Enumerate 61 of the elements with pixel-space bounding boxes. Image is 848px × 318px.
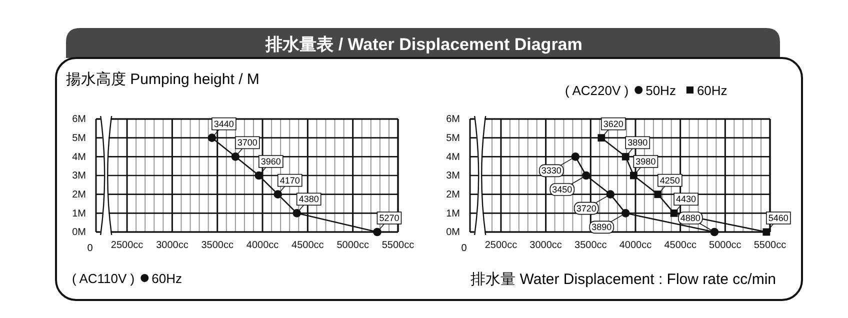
annotation: 3450 [552, 184, 572, 194]
y-tick-label: 4M [446, 152, 460, 163]
y-tick-label: 2M [446, 190, 460, 201]
x-tick-label: 2500cc [484, 240, 518, 252]
y-tick-label: 5M [72, 133, 86, 144]
callout: 3720 [574, 194, 611, 215]
annotation: 4880 [680, 213, 700, 223]
x-tick-label: 5500cc [754, 240, 786, 252]
annotation: 3890 [592, 222, 612, 232]
y-axis-title: 揚水高度 Pumping height / M [66, 71, 260, 88]
legend-title: ( AC110V ) [72, 271, 135, 286]
y-tick-label: 0M [446, 227, 460, 238]
y-tick-label: 5M [446, 133, 460, 144]
y-tick-label: 3M [446, 170, 460, 182]
annotation: 5460 [768, 213, 788, 223]
legend-label: 60Hz [152, 271, 182, 286]
y-tick-label: 2M [72, 190, 86, 201]
annotation: 3620 [603, 118, 624, 129]
x-tick-label: 5500cc [382, 240, 414, 252]
y-tick-label: 3M [72, 170, 86, 182]
x-tick-label: 4500cc [292, 240, 324, 252]
x-tick-label: 5000cc [336, 240, 369, 252]
annotation: 3960 [260, 156, 281, 166]
y-tick-label: 1M [446, 208, 460, 220]
x-tick-label: 5000cc [709, 240, 742, 252]
text: 0 [461, 243, 468, 254]
x-tick-label: 4000cc [246, 240, 279, 252]
annotation: 3330 [541, 166, 562, 176]
annotation: 3720 [576, 203, 596, 214]
x-tick-label: 3500cc [574, 240, 607, 252]
annotation: 3440 [214, 118, 234, 129]
callout: 4880 [678, 212, 715, 232]
annotation: 5270 [379, 213, 400, 223]
callout: 3450 [550, 175, 587, 196]
x-tick-label: 3000cc [156, 240, 188, 252]
y-tick-label: 6M [72, 114, 86, 126]
x-tick-label: 2500cc [110, 240, 144, 252]
y-tick-label: 6M [446, 114, 460, 126]
annotation: 4170 [280, 175, 300, 186]
x-tick-label: 4500cc [664, 240, 696, 252]
text: 0 [87, 243, 94, 254]
annotation: 4380 [298, 194, 319, 204]
chart-title: 排水量表 / Water Displacement Diagram [264, 35, 582, 54]
y-tick-label: 0M [72, 227, 86, 238]
legend-label: 50Hz [646, 83, 676, 98]
legend-label: 60Hz [696, 83, 728, 98]
x-axis-title: 排水量 Water Displacement : Flow rate cc/min [470, 271, 776, 288]
x-tick-label: 3500cc [201, 240, 234, 252]
x-tick-label: 3000cc [530, 240, 562, 252]
x-tick-label: 4000cc [619, 240, 652, 252]
y-tick-label: 4M [72, 152, 86, 163]
callout: 5270 [376, 212, 402, 232]
callout: 3330 [538, 156, 576, 178]
annotation: 3700 [237, 138, 258, 148]
annotation: 3980 [636, 156, 656, 166]
annotation: 4430 [676, 194, 696, 204]
annotation: 3890 [628, 138, 648, 148]
annotation: 4250 [660, 175, 680, 186]
y-tick-label: 1M [72, 208, 86, 220]
callout: 3890 [589, 212, 626, 234]
legend-title: ( AC220V ) [565, 83, 629, 98]
